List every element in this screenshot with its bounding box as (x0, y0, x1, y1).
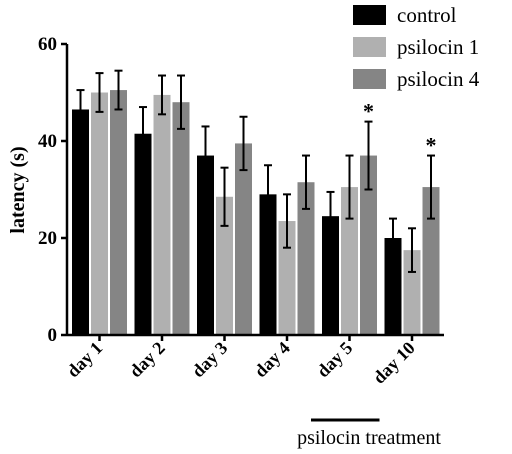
y-tick-label: 60 (38, 34, 57, 55)
y-tick-label: 0 (48, 325, 58, 346)
y-axis-title: latency (s) (7, 146, 29, 233)
bar-control-day-5 (322, 216, 339, 335)
x-tick-label: day 1 (63, 338, 106, 381)
x-tick-label: day 2 (125, 338, 168, 381)
bar-control-day-2 (134, 133, 152, 335)
bar-control-day-10 (384, 238, 402, 335)
bar-control-day-3 (197, 155, 214, 335)
error-bar-psilocin-4-day-4 (302, 154, 310, 210)
legend-item-psilocin-1: psilocin 1 (353, 35, 479, 59)
x-tick-label: day 5 (313, 338, 356, 381)
error-bar-psilocin-1-day-5 (345, 154, 354, 220)
error-bar-psilocin-1-day-3 (220, 166, 229, 227)
error-bar-control-day-10 (389, 217, 397, 259)
error-bar-control-day-4 (264, 164, 272, 225)
bar-psilocin-4-day-4 (297, 182, 315, 335)
error-bar-control-day-3 (201, 125, 210, 186)
y-tick-label: 40 (38, 131, 57, 152)
significance-mark: * (363, 99, 374, 124)
legend-swatch (353, 69, 386, 89)
treatment-annotation-label: psilocin treatment (297, 427, 441, 449)
legend-label: control (397, 3, 457, 27)
bars-layer (72, 69, 440, 335)
x-tick-label: day 10 (369, 338, 419, 388)
bar-psilocin-4-day-10 (422, 187, 440, 335)
bar-psilocin-4-day-2 (172, 102, 190, 335)
legend-label: psilocin 1 (397, 35, 479, 59)
error-bar-control-day-2 (139, 106, 147, 162)
bar-control-day-1 (72, 109, 89, 335)
legend-item-psilocin-4: psilocin 4 (353, 67, 480, 91)
x-tick-label: day 3 (188, 338, 231, 381)
legend-swatch (353, 37, 386, 57)
bar-psilocin-1-day-4 (278, 221, 296, 335)
bar-psilocin-1-day-3 (216, 196, 233, 335)
bar-psilocin-1-day-2 (153, 94, 171, 335)
x-tick-label: day 4 (250, 338, 293, 381)
error-bar-psilocin-4-day-1 (114, 69, 123, 111)
bar-control-day-4 (259, 194, 277, 335)
bar-psilocin-1-day-1 (91, 92, 108, 335)
error-bar-psilocin-1-day-4 (283, 193, 291, 249)
legend-item-control: control (353, 3, 457, 27)
error-bar-psilocin-1-day-10 (408, 227, 416, 273)
error-bar-psilocin-4-day-3 (239, 115, 248, 172)
bar-psilocin-4-day-5 (360, 155, 377, 335)
bar-psilocin-1-day-5 (341, 187, 358, 335)
error-bar-control-day-5 (326, 190, 335, 242)
error-bar-psilocin-1-day-1 (95, 72, 104, 113)
error-bar-psilocin-4-day-5 (364, 120, 373, 191)
error-bar-control-day-1 (76, 89, 85, 130)
error-bar-psilocin-4-day-2 (177, 74, 185, 130)
bar-psilocin-1-day-10 (403, 250, 421, 335)
error-bar-psilocin-4-day-10 (427, 154, 435, 220)
legend-swatch (353, 5, 386, 25)
legend-label: psilocin 4 (397, 67, 480, 91)
bar-psilocin-4-day-3 (235, 143, 252, 335)
significance-mark: * (426, 133, 437, 158)
legend: control psilocin 1 psilocin 4 (353, 3, 480, 91)
error-bar-psilocin-1-day-2 (158, 74, 166, 116)
bar-psilocin-4-day-1 (110, 90, 127, 335)
y-tick-label: 20 (38, 228, 57, 249)
